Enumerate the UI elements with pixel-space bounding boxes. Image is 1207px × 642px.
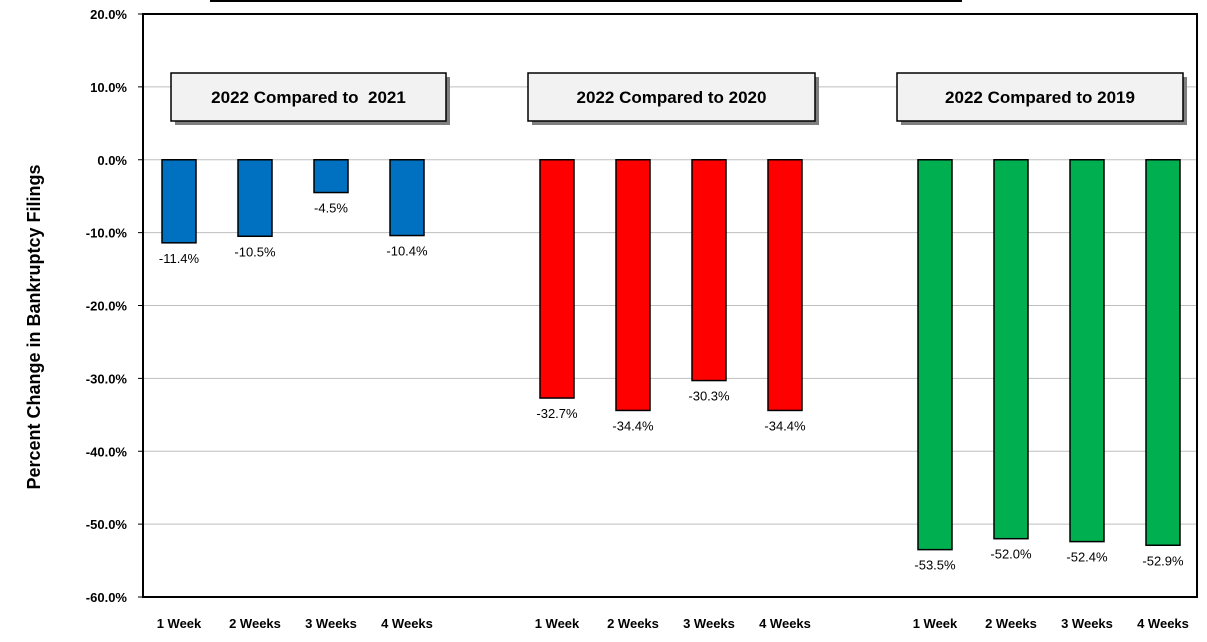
group-title-box bbox=[896, 72, 1184, 122]
bar bbox=[615, 159, 651, 412]
data-label: -32.7% bbox=[536, 406, 578, 421]
group-title: 2022 Compared to 2020 bbox=[577, 88, 767, 107]
bar bbox=[237, 159, 273, 238]
y-tick-label: 10.0% bbox=[90, 80, 127, 95]
x-category-label: 1 Week bbox=[535, 616, 580, 631]
data-label: -52.4% bbox=[1066, 550, 1108, 565]
y-axis-ticks: 20.0% 10.0% 0.0% -10.0% -20.0% -30.0% -40.0% -5… bbox=[86, 7, 143, 605]
x-category-label: 2 Weeks bbox=[607, 616, 659, 631]
gridlines bbox=[143, 86, 1197, 525]
y-tick-label: -60.0% bbox=[86, 590, 128, 605]
bar bbox=[767, 159, 803, 412]
y-tick-label: 0.0% bbox=[97, 153, 127, 168]
bar bbox=[1145, 159, 1181, 547]
x-category-label: 1 Week bbox=[157, 616, 202, 631]
y-tick-label: -40.0% bbox=[86, 444, 128, 459]
y-tick-label: -30.0% bbox=[86, 371, 128, 386]
y-axis-label: Percent Change in Bankruptcy Filings bbox=[24, 164, 44, 489]
data-label: -11.4% bbox=[159, 251, 200, 266]
x-category-label: 3 Weeks bbox=[1061, 616, 1113, 631]
group-title-box bbox=[527, 72, 816, 122]
y-tick-label: -10.0% bbox=[86, 226, 128, 241]
y-tick-label: -50.0% bbox=[86, 517, 128, 532]
header-box bbox=[210, 0, 962, 2]
x-category-label: 3 Weeks bbox=[683, 616, 735, 631]
x-category-label: 3 Weeks bbox=[305, 616, 357, 631]
bar bbox=[1069, 159, 1105, 543]
data-label: -53.5% bbox=[914, 558, 956, 573]
data-label: -52.9% bbox=[1142, 553, 1184, 568]
bars bbox=[161, 159, 1181, 551]
plot-frame bbox=[142, 0, 1198, 598]
data-label: -10.5% bbox=[234, 244, 276, 259]
group-title: 2022 Compared to 2019 bbox=[945, 88, 1135, 107]
bar bbox=[161, 159, 197, 244]
bar bbox=[389, 159, 425, 237]
group-title-box bbox=[170, 72, 447, 122]
x-category-label: 4 Weeks bbox=[381, 616, 433, 631]
y-tick-label: 20.0% bbox=[90, 7, 127, 22]
bar bbox=[993, 159, 1029, 540]
x-category-label: 2 Weeks bbox=[985, 616, 1037, 631]
bar bbox=[691, 159, 727, 382]
data-label: -34.4% bbox=[764, 418, 806, 433]
group-titles: 2022 Compared to 2021 2022 Compared to 20… bbox=[170, 72, 1187, 125]
data-label: -10.4% bbox=[386, 244, 428, 259]
data-label: -4.5% bbox=[314, 201, 348, 216]
y-tick-label: -20.0% bbox=[86, 299, 128, 314]
bar bbox=[917, 159, 953, 551]
x-category-label: 2 Weeks bbox=[229, 616, 281, 631]
x-category-label: 1 Week bbox=[913, 616, 958, 631]
bar bbox=[313, 159, 349, 194]
data-label: -34.4% bbox=[612, 418, 654, 433]
x-category-label: 4 Weeks bbox=[1137, 616, 1189, 631]
plot-area-border bbox=[142, 13, 1198, 598]
data-labels: -11.4% -10.5% -4.5% -10.4% -32.7% -34.4% -30.3… bbox=[159, 201, 1184, 573]
data-label: -52.0% bbox=[990, 547, 1032, 562]
group-title: 2022 Compared to 2021 bbox=[211, 88, 406, 107]
x-axis-categories: 1 Week 2 Weeks 3 Weeks 4 Weeks 1 Week 2 Weeks… bbox=[157, 616, 1189, 631]
x-category-label: 4 Weeks bbox=[759, 616, 811, 631]
bar bbox=[539, 159, 575, 399]
data-label: -30.3% bbox=[688, 389, 730, 404]
